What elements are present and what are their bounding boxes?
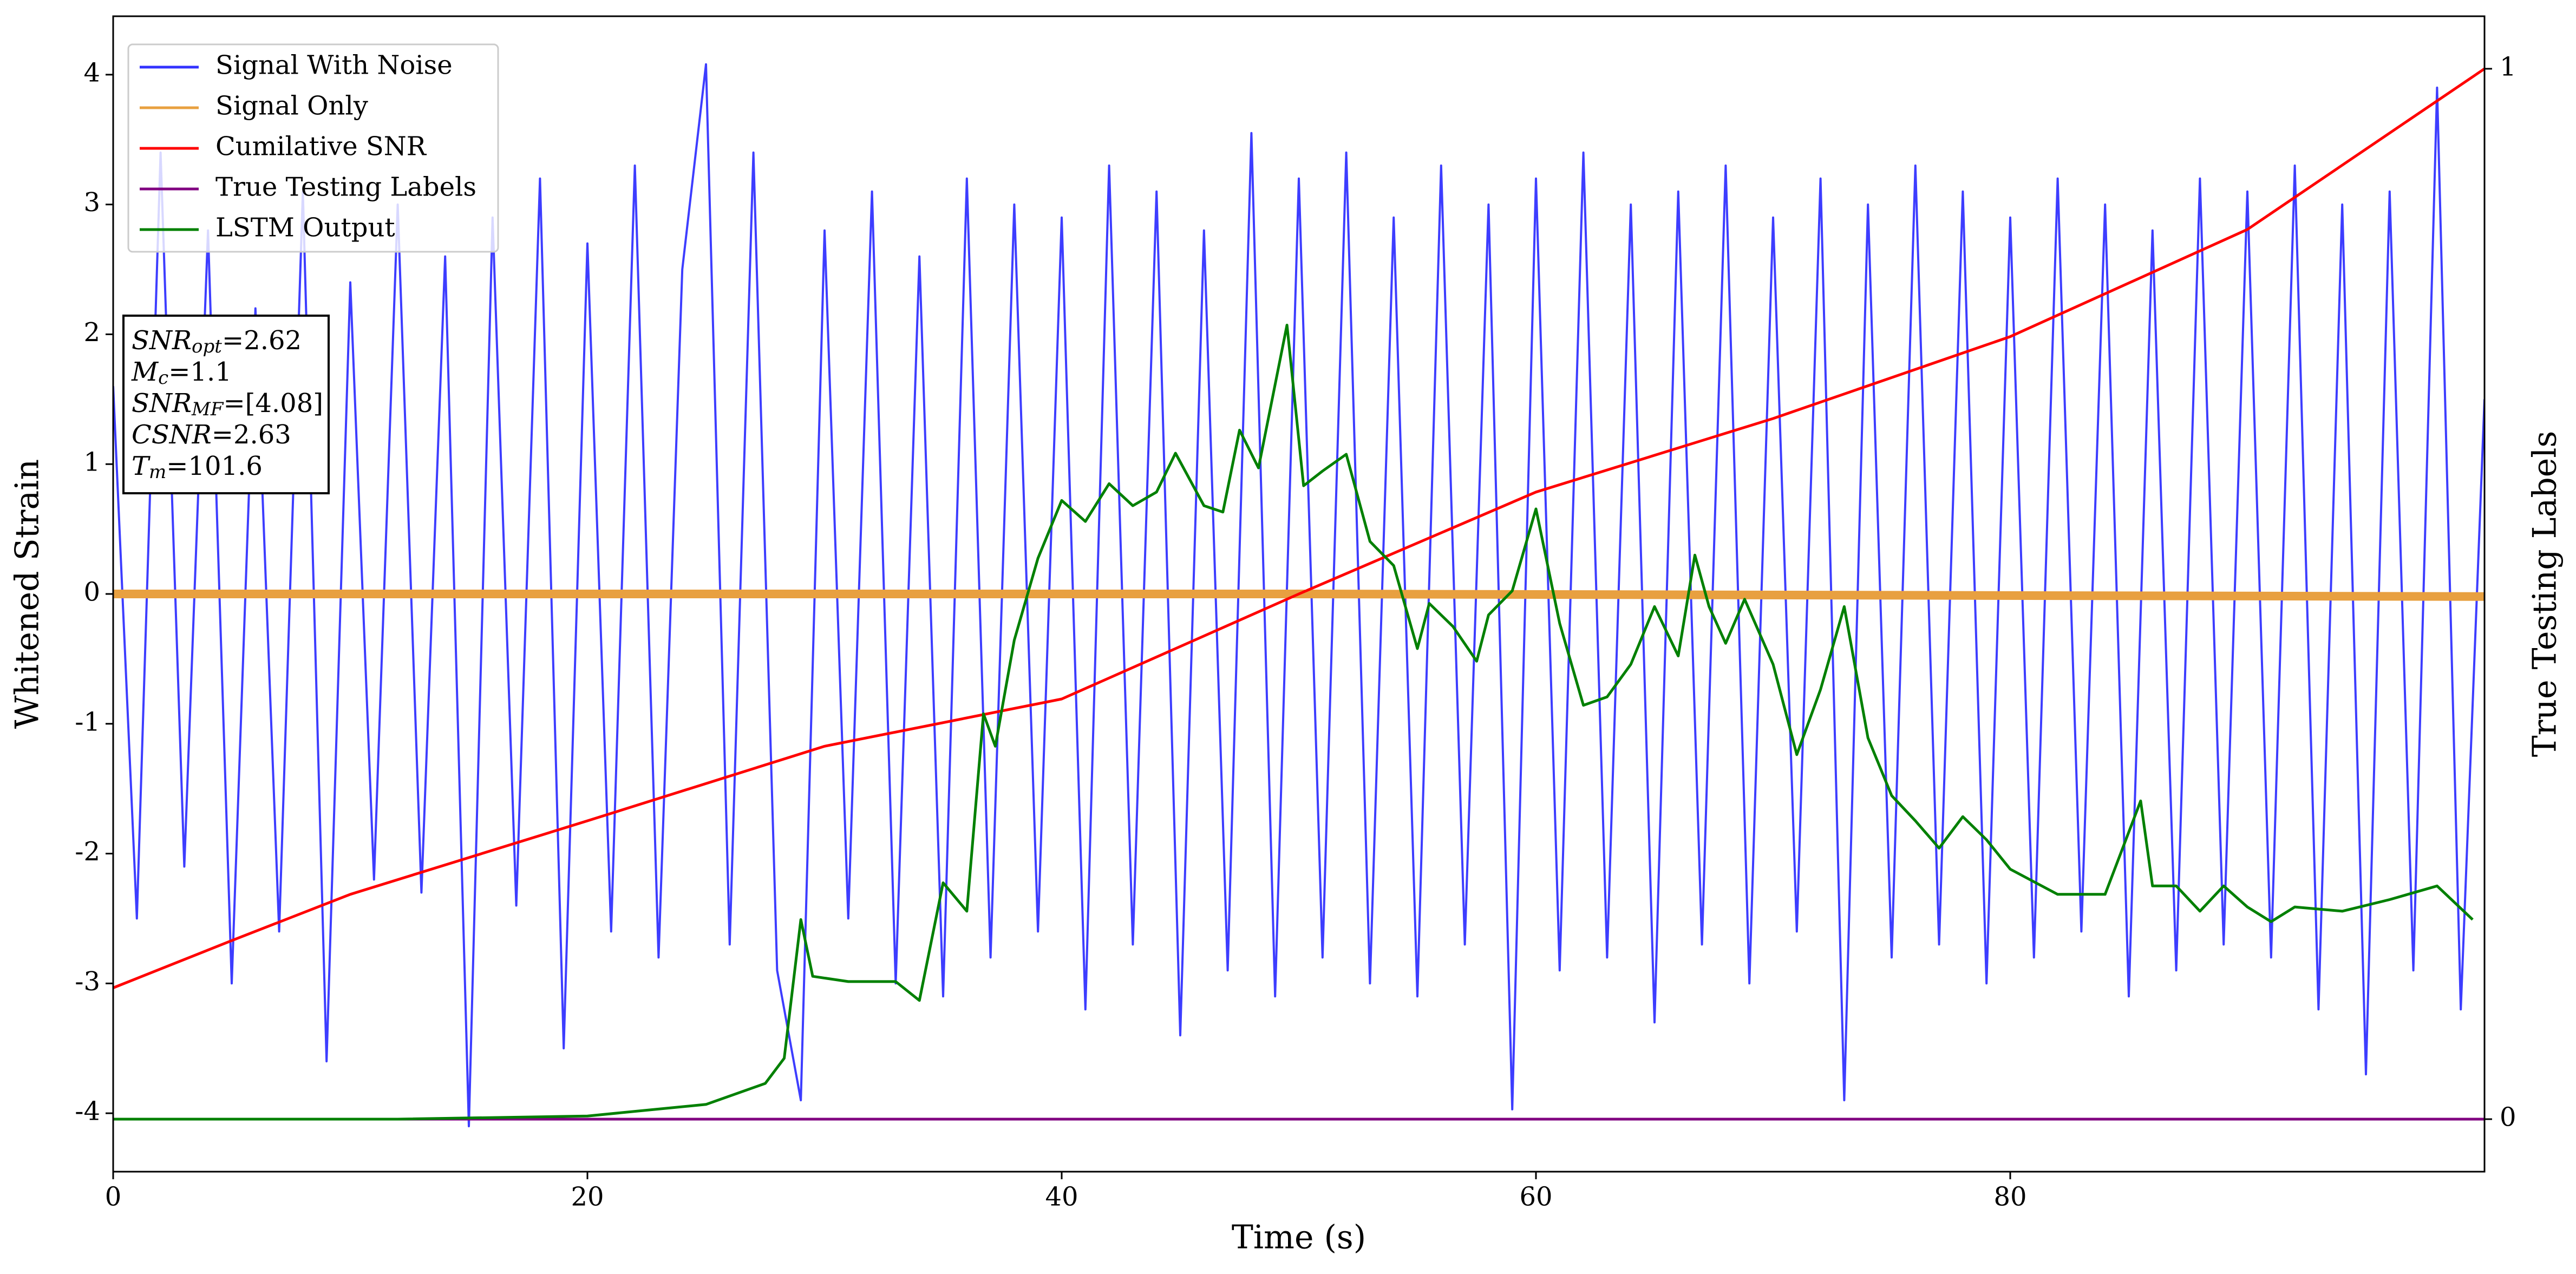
annotation: Mc=1.1 bbox=[131, 357, 232, 389]
annotation: Tm=101.6 bbox=[132, 451, 263, 484]
annotation: CSNR=2.63 bbox=[132, 420, 291, 450]
legend-label: Signal With Noise bbox=[215, 50, 453, 81]
x-tick-label: 80 bbox=[1993, 1182, 2026, 1212]
y-tick-label: 4 bbox=[83, 57, 100, 88]
y-tick-label: -4 bbox=[75, 1096, 100, 1127]
legend-label: Signal Only bbox=[215, 91, 368, 121]
annotation-text: =2.62 bbox=[222, 325, 302, 356]
annotation-box bbox=[122, 315, 330, 494]
plot-area bbox=[113, 63, 2485, 1128]
y-tick-label: -2 bbox=[75, 837, 100, 867]
legend-label: True Testing Labels bbox=[215, 172, 476, 202]
y2-axis-label: True Testing Labels bbox=[2526, 431, 2564, 757]
annotation: SNRopt=2.62 bbox=[132, 325, 302, 358]
series-line bbox=[113, 67, 2485, 989]
annotation-text: =[4.08] bbox=[223, 388, 323, 419]
x-axis-label: Time (s) bbox=[1232, 1219, 1366, 1257]
x-tick-label: 0 bbox=[105, 1182, 122, 1212]
x-tick-label: 60 bbox=[1519, 1182, 1552, 1212]
y2-tick-label: 1 bbox=[2500, 52, 2516, 82]
x-tick-label: 40 bbox=[1045, 1182, 1078, 1212]
y-tick-label: 0 bbox=[83, 577, 100, 607]
annotation-text: =101.6 bbox=[166, 451, 263, 481]
annotation-subscript: MF bbox=[191, 398, 224, 420]
legend-box bbox=[127, 43, 499, 253]
annotation-subscript: m bbox=[149, 461, 166, 483]
y-tick-label: 2 bbox=[83, 317, 100, 348]
annotation-symbol: T bbox=[132, 451, 151, 481]
y-tick-label: 3 bbox=[83, 187, 100, 218]
annotation-subscript: opt bbox=[192, 336, 222, 357]
y2-tick-label: 0 bbox=[2500, 1102, 2516, 1133]
annotation-symbol: CSNR bbox=[132, 420, 212, 450]
series-line bbox=[113, 63, 2485, 1128]
y-tick-label: -1 bbox=[75, 707, 100, 737]
annotation-text: =2.63 bbox=[212, 420, 291, 450]
x-tick-label: 20 bbox=[571, 1182, 604, 1212]
annotation-subscript: c bbox=[158, 367, 168, 389]
annotation-symbol: SNR bbox=[132, 388, 192, 419]
annotation: SNRMF=[4.08] bbox=[132, 388, 323, 421]
annotation-symbol: M bbox=[131, 357, 159, 387]
series-line bbox=[113, 323, 2474, 1121]
legend-label: LSTM Output bbox=[215, 213, 395, 243]
annotation-symbol: SNR bbox=[132, 325, 192, 356]
y-tick-label: -3 bbox=[75, 966, 100, 997]
y-axis-label: Whitened Strain bbox=[9, 459, 47, 729]
legend-label: Cumilative SNR bbox=[215, 132, 427, 162]
y-tick-label: 1 bbox=[83, 447, 100, 478]
annotation-text: =1.1 bbox=[168, 357, 232, 387]
